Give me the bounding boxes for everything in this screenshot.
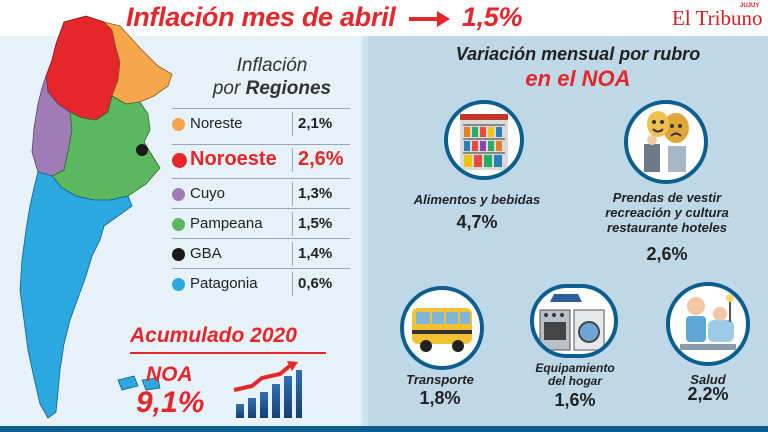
accumulated-underline (130, 352, 326, 354)
region-value: 0,6% (298, 275, 333, 292)
region-value: 1,5% (298, 215, 333, 232)
category-value-alimentos: 4,7% (456, 212, 498, 232)
region-value: 1,3% (298, 185, 333, 202)
region-row-noreste: Noreste 2,1% (172, 108, 350, 138)
category-label-alimentos: Alimentos y bebidas (392, 192, 562, 207)
category-value-prendas: 2,6% (646, 244, 688, 264)
category-value-equipamiento: 1,6% (554, 390, 596, 410)
column-divider (292, 242, 293, 266)
region-color-dot (172, 153, 187, 168)
category-label-line: Equipamiento (535, 361, 615, 375)
regions-title: Inflación por Regiones (202, 54, 342, 100)
region-name: Patagonia (190, 275, 258, 292)
regions-title-bold: Regiones (245, 78, 332, 99)
brand-logo: El Tribuno (672, 6, 763, 30)
accumulated-region: NOA (146, 363, 193, 386)
column-divider (292, 112, 293, 136)
growth-chart-icon (233, 361, 302, 418)
header-bar: Inflación mes de abril 1,5% El Tribuno J… (0, 0, 768, 36)
region-value: 1,4% (298, 245, 333, 262)
region-value: 2,1% (298, 115, 333, 132)
region-color-dot (172, 188, 185, 201)
region-color-dot (172, 248, 185, 261)
region-value: 2,6% (298, 148, 344, 170)
region-color-dot (172, 218, 185, 231)
bottom-border (0, 426, 768, 432)
region-name: Pampeana (190, 215, 263, 232)
page-title: Inflación mes de abril 1,5% (126, 2, 523, 33)
category-label-line: Salud (690, 372, 726, 387)
category-label-line: Prendas de vestir (612, 190, 722, 205)
column-divider (292, 148, 293, 172)
arrow-right-icon (408, 10, 450, 27)
category-label-prendas: Prendas de vestir recreación y cultura r… (574, 190, 760, 235)
category-label-line: restaurante hoteles (607, 220, 727, 235)
region-name: Noroeste (190, 148, 277, 170)
accumulated-value: 9,1% (136, 386, 205, 419)
category-value-transporte: 1,8% (419, 388, 461, 408)
brand-edition: JUJUY (740, 3, 760, 9)
map-islands (117, 375, 161, 391)
regions-title-prefix: por (212, 78, 241, 99)
categories-subtitle: en el NOA (525, 66, 631, 91)
region-row-gba: GBA 1,4% (172, 238, 350, 268)
region-color-dot (172, 118, 185, 131)
region-name: Noreste (190, 115, 243, 132)
category-label-line: Transporte (406, 372, 474, 387)
category-label-line: recreación y cultura (605, 205, 729, 220)
home-appliances-icon (530, 284, 618, 358)
argentina-map (19, 15, 173, 419)
region-row-cuyo: Cuyo 1,3% (172, 178, 350, 208)
category-label-line: Alimentos y bebidas (413, 192, 541, 207)
category-value-salud: 2,2% (687, 384, 729, 404)
map-region-pampeana (51, 95, 161, 201)
map-gba-marker (136, 144, 148, 156)
regions-title-line1: Inflación (236, 55, 308, 76)
dentist-icon (666, 282, 750, 366)
region-row-pampeana: Pampeana 1,5% (172, 208, 350, 238)
column-divider (292, 212, 293, 236)
region-row-patagonia: Patagonia 0,6% (172, 268, 350, 298)
categories-title: Variación mensual por rubro (455, 44, 701, 64)
accumulated-label: Acumulado 2020 (130, 324, 297, 347)
category-label-transporte: Transporte (380, 372, 500, 387)
region-row-noroeste: Noroeste 2,6% (172, 144, 350, 174)
title-text: Inflación mes de abril (126, 2, 396, 32)
category-label-equipamiento: Equipamiento del hogar (512, 362, 638, 388)
region-name: Cuyo (190, 185, 226, 202)
map-region-patagonia (19, 171, 133, 419)
region-color-dot (172, 278, 185, 291)
grocery-shelf-icon (444, 100, 524, 180)
regions-title-line2: por Regiones (202, 77, 342, 100)
bus-icon (400, 286, 484, 370)
category-label-salud: Salud (660, 372, 756, 387)
column-divider (292, 272, 293, 296)
region-name: GBA (190, 245, 222, 262)
category-label-line: del hogar (547, 374, 602, 388)
theater-masks-clothing-icon (624, 100, 708, 184)
column-divider (292, 182, 293, 206)
title-value: 1,5% (461, 2, 523, 32)
